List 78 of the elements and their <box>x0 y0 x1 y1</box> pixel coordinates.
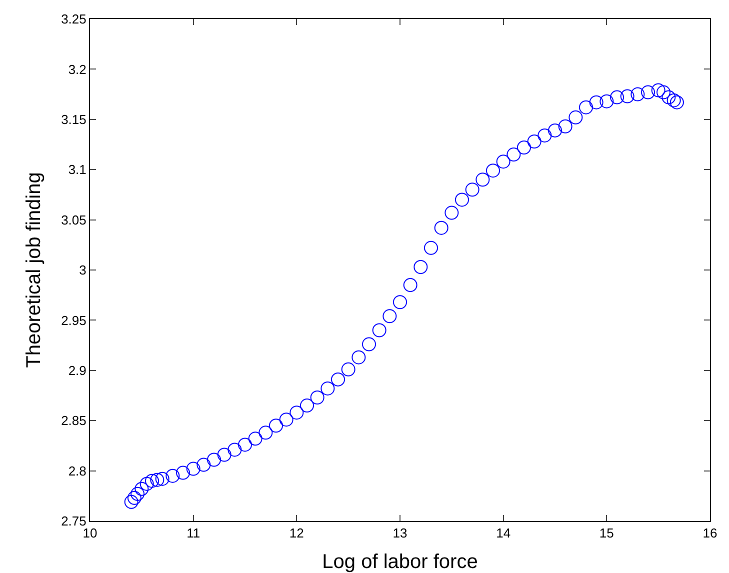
point <box>127 490 142 505</box>
point <box>444 206 459 220</box>
point <box>538 128 552 142</box>
point <box>238 438 252 452</box>
point <box>290 406 304 420</box>
point <box>424 240 438 255</box>
y-axis-title: Theoretical job finding <box>23 172 45 368</box>
point <box>600 94 614 108</box>
point <box>476 172 490 187</box>
point <box>228 442 242 457</box>
point <box>630 87 645 102</box>
x-tick-label: 11 <box>186 526 200 541</box>
y-tick-label: 2.95 <box>61 312 86 328</box>
point <box>558 119 572 134</box>
point <box>352 350 366 364</box>
point <box>150 472 164 487</box>
point <box>414 260 428 274</box>
point <box>186 462 200 476</box>
point <box>465 182 480 197</box>
point <box>651 83 666 98</box>
point <box>130 486 145 501</box>
point <box>382 309 397 324</box>
y-tick-label: 3 <box>79 262 86 278</box>
point <box>496 154 510 169</box>
x-tick-label: 14 <box>496 526 511 541</box>
point <box>620 89 634 104</box>
point <box>362 337 376 352</box>
point <box>527 134 542 148</box>
y-tick-label: 2.9 <box>68 362 86 378</box>
point <box>196 458 211 472</box>
point <box>331 372 345 386</box>
point <box>145 474 159 488</box>
point <box>300 398 314 413</box>
point <box>248 432 262 446</box>
point <box>506 148 521 162</box>
y-tick-label: 3.2 <box>68 62 86 77</box>
y-tick-label: 3.25 <box>61 12 86 27</box>
point <box>589 95 604 110</box>
point <box>670 95 684 110</box>
x-tick-label: 12 <box>289 526 304 541</box>
x-tick-label: 13 <box>392 526 408 541</box>
point <box>279 412 294 427</box>
point <box>134 482 149 496</box>
point <box>455 192 469 207</box>
point <box>656 85 670 100</box>
point <box>403 278 418 292</box>
point <box>269 418 283 433</box>
point <box>258 426 273 440</box>
point <box>372 323 386 338</box>
x-axis-title: Log of labor force <box>322 551 478 573</box>
point <box>140 476 154 491</box>
point <box>434 220 448 235</box>
point <box>568 110 583 124</box>
point <box>393 295 407 310</box>
point <box>124 494 138 509</box>
y-tick-label: 3.05 <box>61 212 86 228</box>
x-tick-label: 15 <box>599 526 614 541</box>
point <box>641 85 655 100</box>
point <box>217 448 232 462</box>
y-tick-label: 2.8 <box>68 463 86 478</box>
point <box>666 93 681 108</box>
point <box>310 390 324 405</box>
point <box>486 164 500 178</box>
point <box>341 362 356 376</box>
point <box>166 468 180 483</box>
point <box>548 123 562 138</box>
point <box>579 100 593 114</box>
point <box>207 452 221 467</box>
point <box>176 466 190 480</box>
point <box>155 472 170 486</box>
point <box>517 140 531 155</box>
point <box>662 90 676 104</box>
y-tick-label: 3.15 <box>61 112 86 127</box>
point <box>320 381 335 396</box>
x-tick-label: 16 <box>702 526 718 541</box>
point <box>610 90 624 104</box>
y-tick-label: 3.1 <box>68 162 86 178</box>
y-tick-label: 2.85 <box>61 413 86 428</box>
